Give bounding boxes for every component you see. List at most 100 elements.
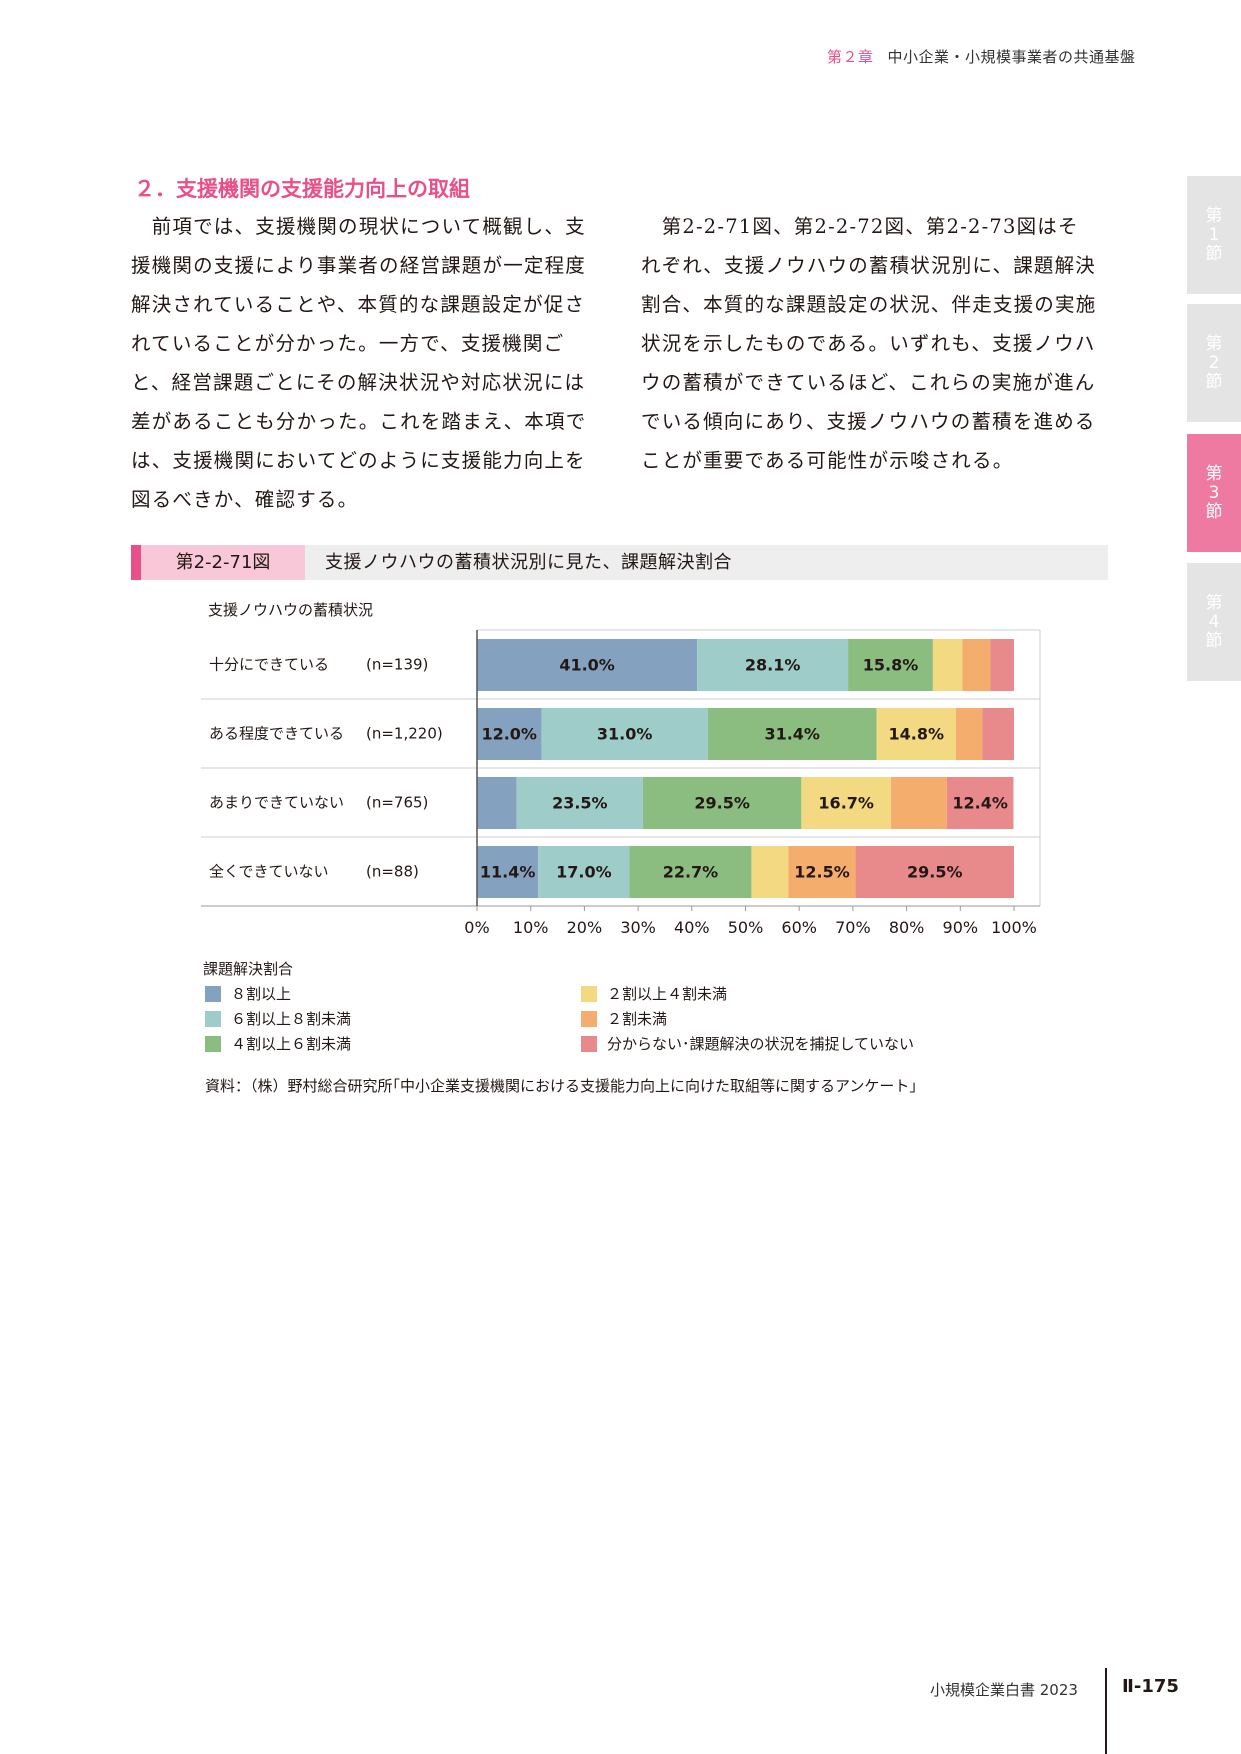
bar-segment	[477, 708, 542, 760]
bar-segment	[477, 639, 698, 691]
tab-label: 第	[1205, 333, 1223, 354]
footer-book-title: 小規模企業白書 2023	[930, 1681, 1078, 1699]
text-line: でいる傾向にあり、支援ノウハウの蓄積を進める	[641, 410, 1096, 433]
legend-swatch	[581, 1035, 597, 1052]
x-tick-label: 20%	[567, 918, 603, 937]
tab-section-2[interactable]: 第 2 節	[1187, 304, 1241, 422]
text-line: は、支援機関においてどのように支援能力向上を	[131, 449, 586, 472]
x-tick-label: 0%	[464, 918, 489, 937]
tab-section-4[interactable]: 第 4 節	[1187, 563, 1241, 681]
tab-label: 第	[1205, 592, 1223, 613]
category-label: あまりできていない	[209, 794, 344, 812]
data-label: 41.0%	[559, 656, 615, 675]
x-tick-label: 80%	[889, 918, 925, 937]
tab-label: 節	[1205, 243, 1223, 264]
category-label: ある程度できている	[209, 725, 344, 743]
x-tick-label: 70%	[835, 918, 871, 937]
footer-divider	[1105, 1668, 1107, 1754]
legend-swatch	[205, 1035, 221, 1052]
text-line: 第2-2-71図、第2-2-72図、第2-2-73図はそ	[641, 215, 1079, 238]
data-label: 23.5%	[552, 794, 608, 813]
tab-label: 3	[1208, 482, 1220, 503]
running-header: 第２章 中小企業・小規模事業者の共通基盤	[827, 46, 1136, 67]
legend-item: ６割以上８割未満	[205, 1008, 351, 1029]
page-number: Ⅱ-175	[1122, 1676, 1179, 1697]
tab-section-3[interactable]: 第 3 節	[1187, 434, 1241, 552]
text-line: 割合、本質的な課題設定の状況、伴走支援の実施	[641, 293, 1097, 316]
bar-segment	[848, 639, 933, 691]
text-line: 前項では、支援機関の現状について概観し、支	[131, 215, 586, 238]
x-tick-label: 60%	[781, 918, 817, 937]
tab-label: 第	[1205, 463, 1223, 484]
legend-swatch	[205, 985, 221, 1002]
data-label: 31.4%	[764, 725, 820, 744]
bar-segment	[751, 846, 789, 898]
bar-segment	[516, 777, 643, 829]
legend-label: ２割以上４割未満	[607, 985, 728, 1003]
category-label: 全くできていない	[209, 863, 329, 881]
sample-size-label: (n=1,220)	[366, 725, 443, 743]
text-line: 援機関の支援により事業者の経営課題が一定程度	[131, 254, 587, 277]
bar-segment	[697, 639, 849, 691]
text-line: 解決されていることや、本質的な課題設定が促さ	[131, 293, 586, 316]
data-label: 12.5%	[794, 863, 850, 882]
bar-segment	[956, 708, 983, 760]
y-axis-title: 支援ノウハウの蓄積状況	[208, 601, 373, 619]
text-line: ウの蓄積ができているほど、これらの実施が進ん	[641, 371, 1096, 394]
data-label: 12.0%	[481, 725, 537, 744]
x-tick-label: 90%	[943, 918, 979, 937]
data-label: 17.0%	[556, 863, 612, 882]
x-tick-label: 50%	[728, 918, 764, 937]
text-line: れぞれ、支援ノウハウの蓄積状況別に、課題解決	[641, 254, 1097, 277]
x-tick-label: 40%	[674, 918, 710, 937]
text-line: 図るべきか、確認する。	[131, 488, 359, 511]
bar-segment	[642, 777, 802, 829]
legend-swatch	[581, 1010, 597, 1027]
tab-label: 4	[1208, 611, 1220, 632]
bar-segment	[541, 708, 708, 760]
text-line: 状況を示したものである。いずれも、支援ノウハ	[641, 332, 1096, 355]
legend-swatch	[205, 1010, 221, 1027]
data-label: 12.4%	[952, 794, 1008, 813]
sample-size-label: (n=88)	[366, 863, 419, 881]
text-line: 差があることも分かった。これを踏まえ、本項で	[131, 410, 587, 433]
data-label: 29.5%	[907, 863, 963, 882]
figure-source: 資料：（株）野村総合研究所｢中小企業支援機関における支援能力向上に向けた取組等に…	[205, 1077, 917, 1095]
legend-item: ２割未満	[581, 1008, 667, 1029]
bar-segment	[876, 708, 957, 760]
section-heading: ２．支援機関の支援能力向上の取組	[134, 177, 470, 201]
tab-label: 第	[1205, 205, 1223, 226]
bar-segment	[629, 846, 752, 898]
legend-label: ４割以上６割未満	[231, 1035, 352, 1053]
bar-segment	[477, 777, 517, 829]
figure-title: 支援ノウハウの蓄積状況別に見た、課題解決割合	[325, 552, 732, 573]
legend-label: ２割未満	[607, 1010, 668, 1028]
data-label: 22.7%	[663, 863, 719, 882]
data-label: 11.4%	[480, 863, 536, 882]
data-label: 31.0%	[597, 725, 653, 744]
data-label: 15.8%	[863, 656, 919, 675]
tab-label: 節	[1205, 630, 1223, 651]
legend-label: ６割以上８割未満	[231, 1010, 352, 1028]
data-label: 29.5%	[694, 794, 750, 813]
left-paragraph: 前項では、支援機関の現状について概観し、支 援機関の支援により事業者の経営課題が…	[131, 207, 586, 519]
chapter-label: 第２章	[827, 48, 874, 66]
legend-label: ８割以上	[231, 985, 292, 1003]
bar-segment	[932, 639, 963, 691]
text-line: と、経営課題ごとにその解決状況や対応状況には	[131, 371, 586, 394]
legend-title: 課題解決割合	[203, 960, 294, 978]
bar-segment	[477, 846, 539, 898]
category-label: 十分にできている	[209, 656, 329, 674]
bar-segment	[788, 846, 856, 898]
chapter-title: 中小企業・小規模事業者の共通基盤	[887, 48, 1136, 66]
tab-label: 2	[1208, 352, 1220, 373]
legend-swatch	[581, 985, 597, 1002]
tab-section-1[interactable]: 第 1 節	[1187, 176, 1241, 294]
legend-item: ８割以上	[205, 983, 291, 1004]
bar-segment	[891, 777, 947, 829]
data-label: 14.8%	[889, 725, 945, 744]
legend-label: 分からない･課題解決の状況を捕捉していない	[607, 1035, 915, 1053]
text-line: ことが重要である可能性が示唆される。	[641, 449, 1014, 472]
figure-title-bar: 第2-2-71図 支援ノウハウの蓄積状況別に見た、課題解決割合	[131, 545, 1108, 580]
